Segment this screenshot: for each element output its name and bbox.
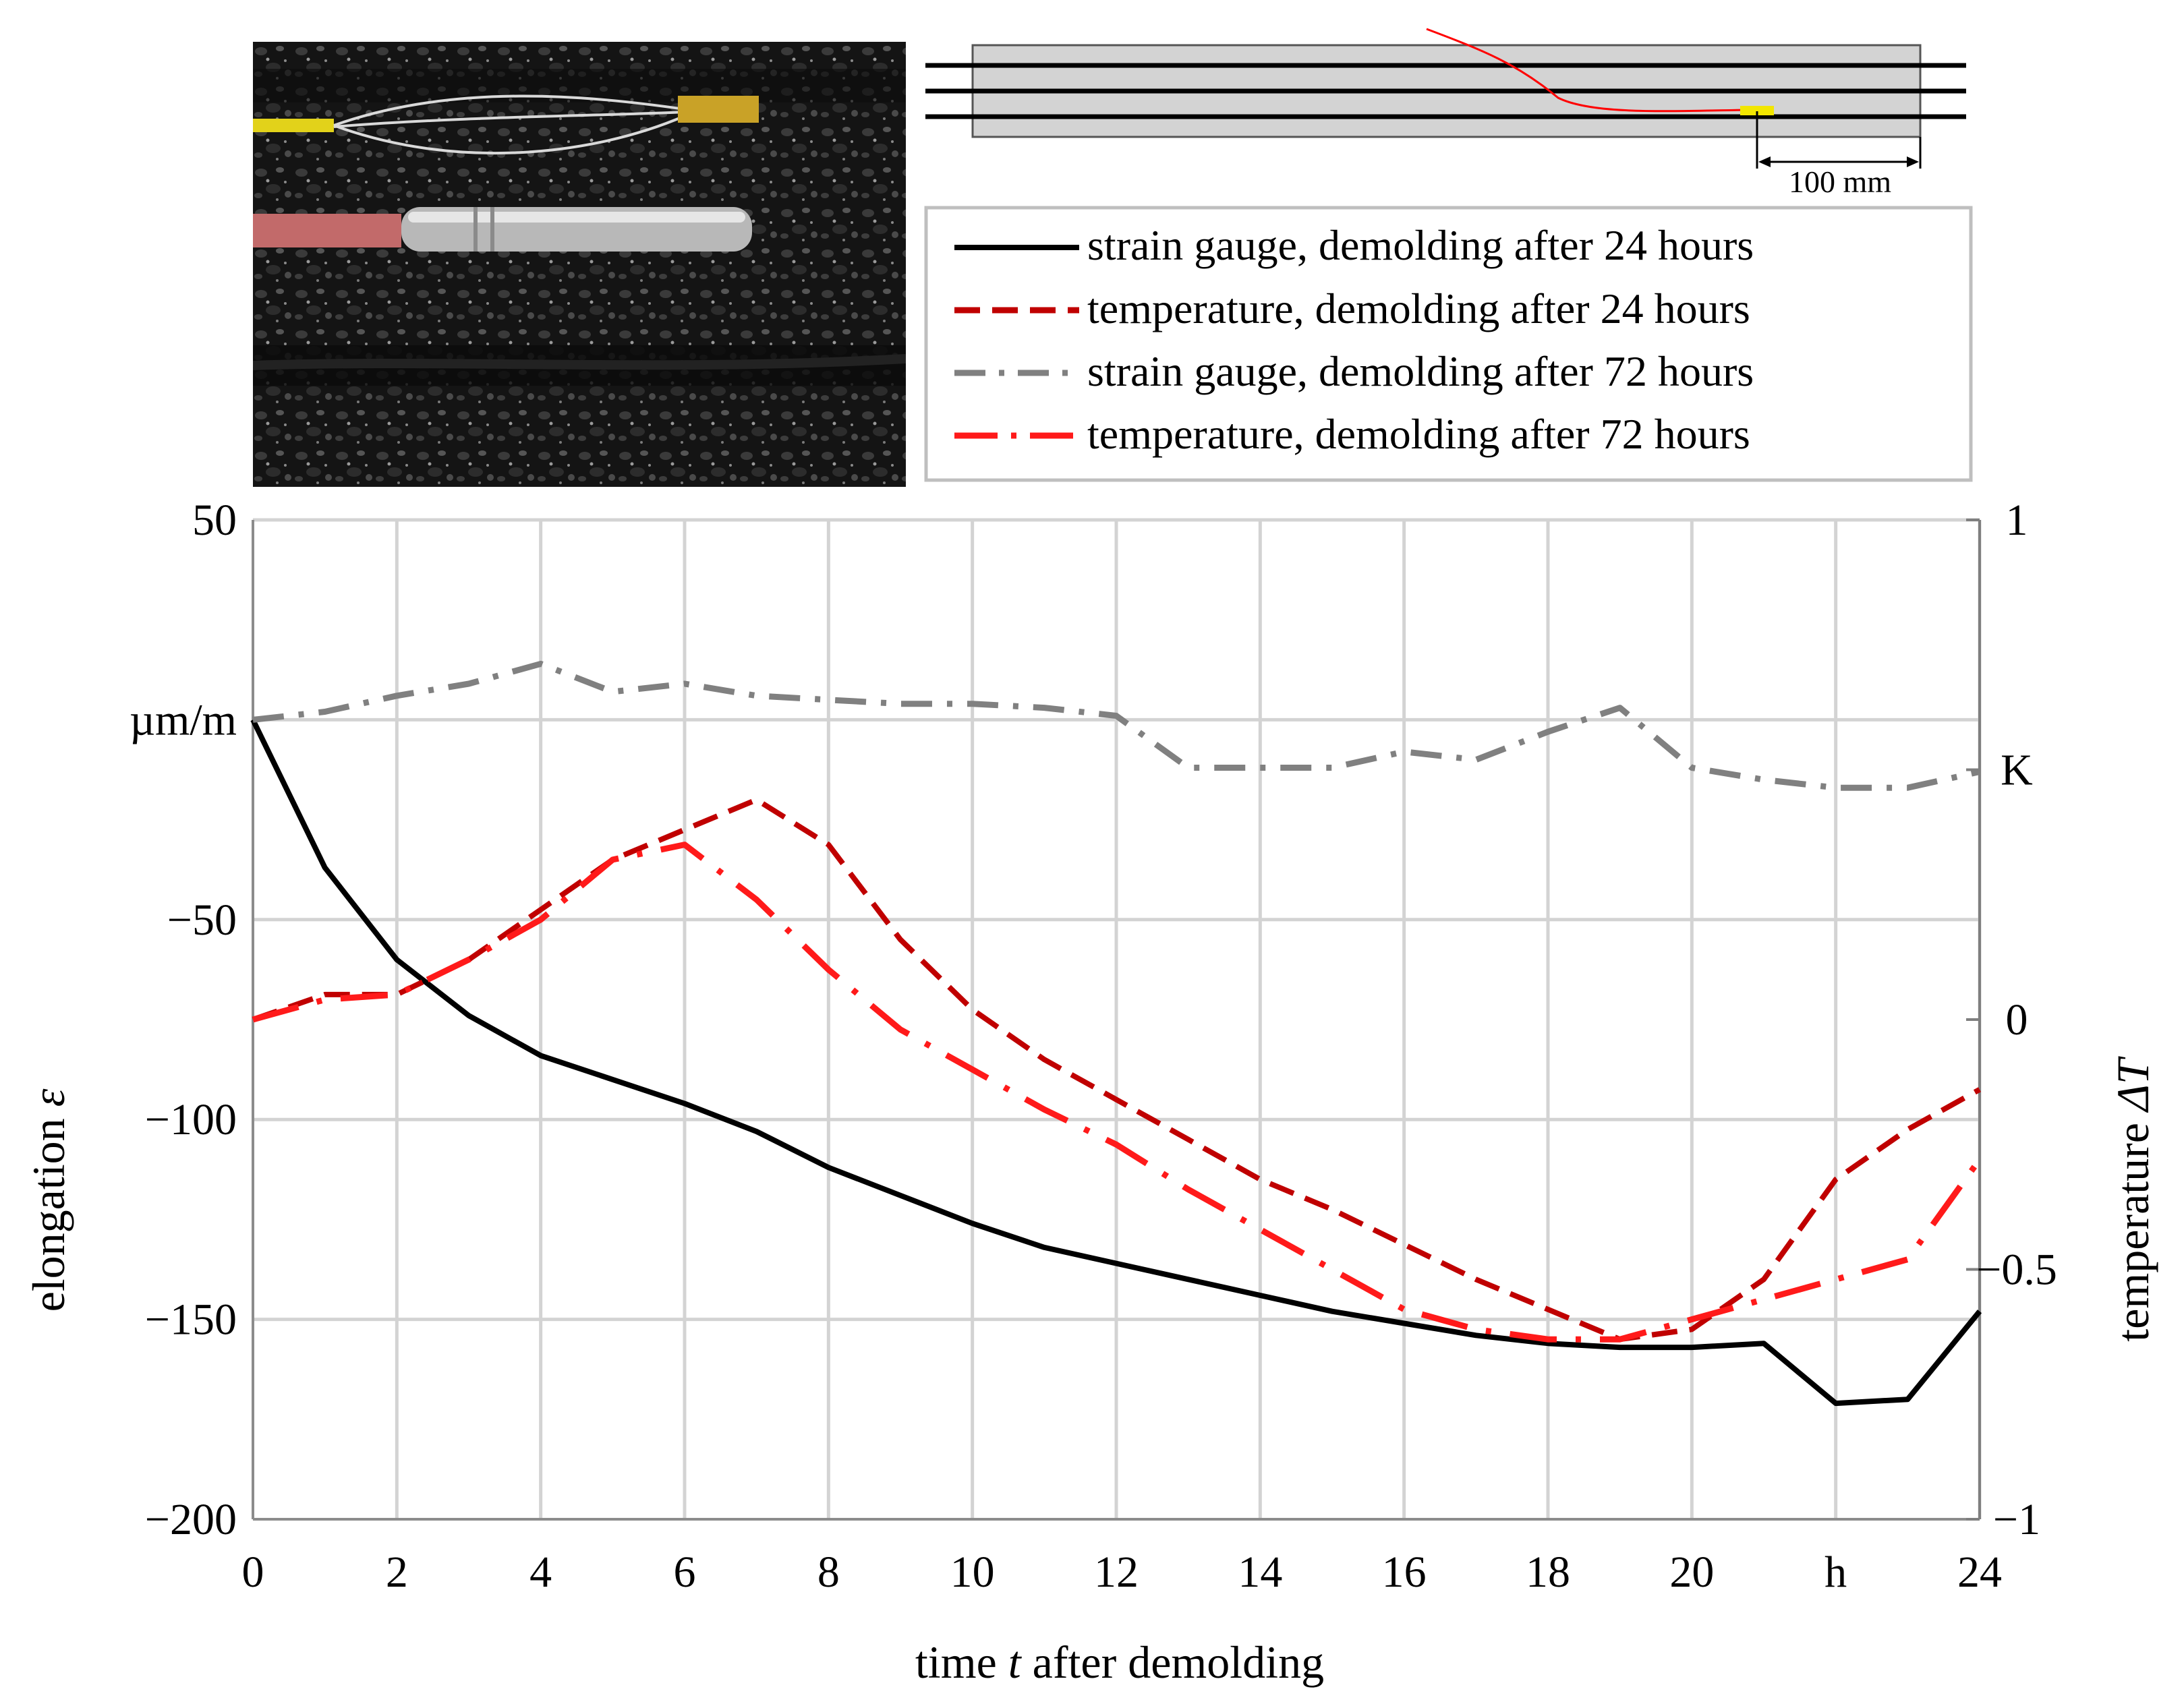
grid-layer (253, 518, 1982, 1519)
x-axis-label-suffix: after demolding (1021, 1637, 1324, 1688)
y2-axis-label-prefix: temperature (2107, 1111, 2158, 1342)
y2-tick-label: −0.5 (1976, 1245, 2057, 1295)
series-temperature-24h (252, 797, 1981, 1343)
x-tick-label: 2 (386, 1548, 408, 1597)
dimension-label: 100 mm (1789, 165, 1891, 199)
y2-tick-label: 0 (2006, 995, 2028, 1045)
thermometer-red-cable (253, 214, 401, 247)
thermometer-probe-highlight (408, 212, 745, 223)
y-axis-label-prefix: elongation (23, 1107, 74, 1312)
y2-axis-label: temperature ΔT (2107, 1056, 2158, 1342)
elongation-temperature-chart: 0 2 4 6 8 10 12 14 16 18 20 h 2450µm/m−50−100−150−20… (23, 496, 2158, 1688)
ticks-layer: 0 2 4 6 8 10 12 14 16 18 20 h 2450µm/m−50−100−150−20… (130, 496, 2057, 1597)
y-axis-label-var: ε (23, 1088, 74, 1107)
x-axis-label: time t after demolding (915, 1637, 1324, 1688)
y-tick-label: µm/m (130, 695, 237, 744)
series-strain-72h (252, 660, 1980, 791)
y-tick-label: −200 (145, 1495, 237, 1544)
x-tick-label: 6 (674, 1548, 696, 1597)
legend-label-temp-24h: temperature, demolding after 24 hours (1087, 285, 1750, 332)
x-tick-label: 10 (950, 1548, 995, 1597)
legend-entry-temp-72h: temperature, demolding after 72 hours (954, 410, 1750, 458)
y-tick-label: −50 (167, 895, 237, 945)
sensor-wires (333, 94, 685, 155)
strain-gauge-foil (678, 96, 759, 123)
y-tick-label: −100 (145, 1095, 237, 1144)
x-tick-label: 0 (242, 1548, 264, 1597)
legend-label-strain-24h: strain gauge, demolding after 24 hours (1087, 221, 1754, 269)
x-axis-label-var: t (1008, 1637, 1023, 1688)
dimension-arrow-left (1758, 156, 1771, 167)
dimension-arrow-right (1907, 156, 1919, 167)
strain-gauge-marker (1740, 106, 1774, 115)
x-tick-label: 4 (529, 1548, 552, 1597)
x-tick-label: 12 (1094, 1548, 1139, 1597)
x-tick-label: 18 (1526, 1548, 1570, 1597)
cable-black (253, 354, 906, 370)
sensor-yellow-cable (253, 119, 334, 132)
series-temperature-72h (252, 842, 1982, 1343)
legend-label-strain-72h: strain gauge, demolding after 72 hours (1087, 347, 1754, 395)
labels-layer: time t after demolding elongation ε temp… (23, 1056, 2158, 1688)
legend-label-temp-72h: temperature, demolding after 72 hours (1087, 410, 1750, 458)
legend-entry-strain-72h: strain gauge, demolding after 72 hours (954, 347, 1754, 395)
x-tick-label: 20 (1669, 1548, 1714, 1597)
x-tick-label: h (1824, 1548, 1847, 1597)
y-axis-label: elongation ε (23, 1088, 74, 1312)
series-layer (250, 660, 1982, 1407)
x-tick-label: 24 (1957, 1548, 2002, 1597)
y2-tick-label: 1 (2006, 496, 2028, 545)
y2-tick-label: K (2001, 746, 2033, 795)
y-tick-label: 50 (192, 496, 237, 545)
asphalt-surface (253, 42, 906, 487)
specimen-photo (253, 42, 906, 487)
x-tick-label: 16 (1382, 1548, 1427, 1597)
specimen-schematic: 100 mm (925, 28, 1966, 199)
x-axis-label-prefix: time (915, 1637, 1008, 1688)
y2-axis-label-var: ΔT (2107, 1056, 2158, 1113)
legend-entry-temp-24h: temperature, demolding after 24 hours (954, 285, 1750, 332)
series-strain-24h (250, 718, 1982, 1407)
sensor-cable (1426, 28, 1748, 113)
legend-frame (924, 206, 1973, 482)
y-tick-label: −150 (145, 1295, 237, 1345)
x-tick-label: 8 (817, 1548, 840, 1597)
x-tick-label: 14 (1238, 1548, 1282, 1597)
legend-entry-strain-24h: strain gauge, demolding after 24 hours (954, 221, 1754, 269)
chart-legend: strain gauge, demolding after 24 hours t… (924, 206, 1973, 482)
y2-tick-label: −1 (1993, 1495, 2040, 1544)
